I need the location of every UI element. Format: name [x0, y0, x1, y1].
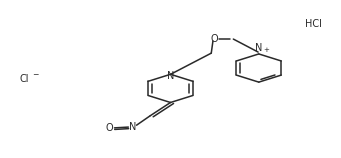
Text: +: + — [263, 47, 269, 53]
Text: Cl: Cl — [20, 74, 29, 84]
Text: HCl: HCl — [305, 19, 322, 29]
Text: O: O — [211, 34, 219, 44]
Text: N: N — [255, 43, 263, 53]
Text: O: O — [106, 123, 113, 133]
Text: −: − — [32, 71, 39, 80]
Text: N: N — [167, 71, 174, 81]
Text: N: N — [129, 122, 136, 132]
